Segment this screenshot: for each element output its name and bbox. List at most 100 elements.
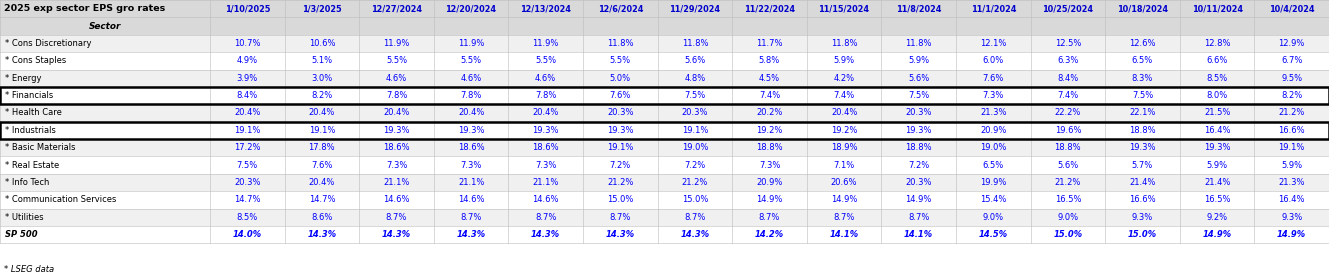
Bar xyxy=(0,0,1329,35)
Text: 21.1%: 21.1% xyxy=(459,178,484,187)
Text: 8.7%: 8.7% xyxy=(833,213,855,222)
Text: 7.3%: 7.3% xyxy=(759,161,780,170)
Text: 7.2%: 7.2% xyxy=(908,161,929,170)
Text: 12/20/2024: 12/20/2024 xyxy=(445,4,497,13)
Text: 8.5%: 8.5% xyxy=(1207,74,1228,83)
Text: 7.4%: 7.4% xyxy=(1058,91,1079,100)
Text: 17.8%: 17.8% xyxy=(308,143,335,152)
Text: 4.6%: 4.6% xyxy=(536,74,557,83)
Text: 7.4%: 7.4% xyxy=(833,91,855,100)
Text: 19.0%: 19.0% xyxy=(682,143,708,152)
Text: 5.6%: 5.6% xyxy=(908,74,929,83)
Text: 16.6%: 16.6% xyxy=(1130,195,1156,204)
Text: 18.8%: 18.8% xyxy=(756,143,783,152)
Text: 19.3%: 19.3% xyxy=(905,126,932,135)
Text: 11.9%: 11.9% xyxy=(383,39,409,48)
Text: 18.8%: 18.8% xyxy=(1130,126,1156,135)
Text: 16.6%: 16.6% xyxy=(1278,126,1305,135)
Text: 14.3%: 14.3% xyxy=(532,230,561,239)
Text: 5.0%: 5.0% xyxy=(610,74,631,83)
Bar xyxy=(0,87,1329,104)
Text: 14.7%: 14.7% xyxy=(308,195,335,204)
Bar xyxy=(0,156,1329,174)
Text: 21.3%: 21.3% xyxy=(1278,178,1305,187)
Text: 12.6%: 12.6% xyxy=(1130,39,1156,48)
Text: 19.3%: 19.3% xyxy=(533,126,560,135)
Text: 8.4%: 8.4% xyxy=(237,91,258,100)
Text: 20.4%: 20.4% xyxy=(234,108,260,117)
Text: 11.7%: 11.7% xyxy=(756,39,783,48)
Text: 4.5%: 4.5% xyxy=(759,74,780,83)
Text: 12/6/2024: 12/6/2024 xyxy=(598,4,643,13)
Text: 15.0%: 15.0% xyxy=(1128,230,1158,239)
Text: 12.5%: 12.5% xyxy=(1055,39,1080,48)
Text: 14.6%: 14.6% xyxy=(457,195,484,204)
Text: 14.0%: 14.0% xyxy=(233,230,262,239)
Text: 20.3%: 20.3% xyxy=(234,178,260,187)
Text: 8.6%: 8.6% xyxy=(311,213,332,222)
Text: 7.1%: 7.1% xyxy=(833,161,855,170)
Text: 9.0%: 9.0% xyxy=(1058,213,1078,222)
Text: 5.5%: 5.5% xyxy=(385,56,407,65)
Text: 19.9%: 19.9% xyxy=(979,178,1006,187)
Bar xyxy=(0,70,1329,87)
Text: 11/8/2024: 11/8/2024 xyxy=(896,4,941,13)
Text: 7.6%: 7.6% xyxy=(610,91,631,100)
Text: 19.1%: 19.1% xyxy=(234,126,260,135)
Text: 20.4%: 20.4% xyxy=(308,178,335,187)
Text: 3.0%: 3.0% xyxy=(311,74,332,83)
Text: 8.2%: 8.2% xyxy=(1281,91,1302,100)
Text: 20.4%: 20.4% xyxy=(533,108,560,117)
Text: 10/25/2024: 10/25/2024 xyxy=(1042,4,1094,13)
Text: 1/10/2025: 1/10/2025 xyxy=(225,4,270,13)
Text: 14.5%: 14.5% xyxy=(978,230,1007,239)
Text: 19.1%: 19.1% xyxy=(1278,143,1305,152)
Text: 7.2%: 7.2% xyxy=(610,161,631,170)
Text: 6.3%: 6.3% xyxy=(1057,56,1079,65)
Text: 20.4%: 20.4% xyxy=(308,108,335,117)
Text: 19.3%: 19.3% xyxy=(457,126,484,135)
Text: 20.3%: 20.3% xyxy=(905,108,932,117)
Text: 20.6%: 20.6% xyxy=(831,178,857,187)
Text: 19.3%: 19.3% xyxy=(383,126,409,135)
Text: 7.6%: 7.6% xyxy=(982,74,1003,83)
Text: 14.7%: 14.7% xyxy=(234,195,260,204)
Text: 11.9%: 11.9% xyxy=(459,39,484,48)
Text: * Info Tech: * Info Tech xyxy=(5,178,49,187)
Text: 20.3%: 20.3% xyxy=(905,178,932,187)
Text: 14.9%: 14.9% xyxy=(756,195,783,204)
Text: 4.2%: 4.2% xyxy=(833,74,855,83)
Text: 15.0%: 15.0% xyxy=(1054,230,1082,239)
Text: * LSEG data: * LSEG data xyxy=(4,265,54,274)
Text: 21.4%: 21.4% xyxy=(1130,178,1156,187)
Text: 9.0%: 9.0% xyxy=(982,213,1003,222)
Text: 10/4/2024: 10/4/2024 xyxy=(1269,4,1314,13)
Bar xyxy=(0,87,1329,104)
Text: 7.6%: 7.6% xyxy=(311,161,332,170)
Text: 5.1%: 5.1% xyxy=(311,56,332,65)
Text: 7.8%: 7.8% xyxy=(385,91,407,100)
Text: 14.9%: 14.9% xyxy=(1277,230,1306,239)
Text: 11/29/2024: 11/29/2024 xyxy=(670,4,720,13)
Text: 15.4%: 15.4% xyxy=(979,195,1006,204)
Text: 7.5%: 7.5% xyxy=(684,91,706,100)
Text: SP 500: SP 500 xyxy=(5,230,39,239)
Text: 11.8%: 11.8% xyxy=(682,39,708,48)
Text: 22.2%: 22.2% xyxy=(1055,108,1080,117)
Text: 16.4%: 16.4% xyxy=(1204,126,1231,135)
Text: 7.4%: 7.4% xyxy=(759,91,780,100)
Text: 14.3%: 14.3% xyxy=(307,230,336,239)
Text: 6.6%: 6.6% xyxy=(1207,56,1228,65)
Text: 5.9%: 5.9% xyxy=(908,56,929,65)
Text: 15.0%: 15.0% xyxy=(682,195,708,204)
Text: 14.9%: 14.9% xyxy=(831,195,857,204)
Text: 15.0%: 15.0% xyxy=(607,195,634,204)
Text: * Utilities: * Utilities xyxy=(5,213,44,222)
Text: 16.5%: 16.5% xyxy=(1204,195,1231,204)
Text: 4.6%: 4.6% xyxy=(460,74,481,83)
Text: 10/18/2024: 10/18/2024 xyxy=(1116,4,1168,13)
Text: 8.7%: 8.7% xyxy=(460,213,482,222)
Text: 8.3%: 8.3% xyxy=(1132,74,1154,83)
Text: 5.9%: 5.9% xyxy=(833,56,855,65)
Bar xyxy=(0,52,1329,70)
